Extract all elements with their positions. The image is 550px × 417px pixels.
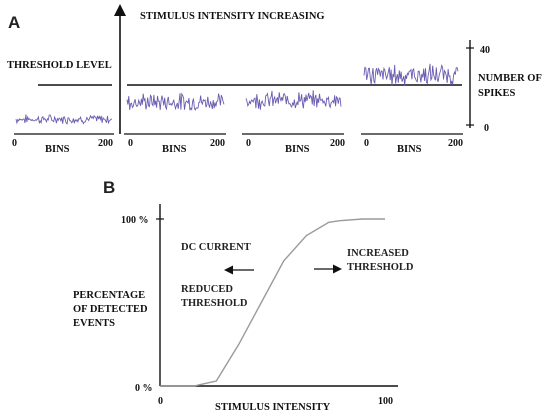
percentage-label-1: PERCENTAGE [73, 290, 145, 301]
bins-2-tick-0: 0 [128, 138, 133, 149]
spike-trace-2 [126, 92, 225, 111]
bins-3-tick-200: 200 [330, 138, 345, 149]
bins-3-label: BINS [285, 144, 310, 155]
percentage-label-2: OF DETECTED [73, 304, 148, 315]
stimulus-arrow-head [114, 4, 126, 16]
spike-trace-1 [15, 114, 113, 125]
bins-1-tick-200: 200 [98, 138, 113, 149]
spike-trace-4 [363, 63, 459, 86]
threshold-level-label: THRESHOLD LEVEL [7, 60, 112, 71]
left-arrow-icon [224, 265, 233, 275]
detection-x-tick-100: 100 [378, 396, 393, 407]
bins-2-tick-200: 200 [210, 138, 225, 149]
detection-tick-0: 0 % [135, 383, 153, 394]
number-of-spikes-label-2: SPIKES [478, 88, 516, 99]
reduced-threshold-label-2: THRESHOLD [181, 298, 248, 309]
bins-1-label: BINS [45, 144, 70, 155]
bins-4-tick-200: 200 [448, 138, 463, 149]
bins-1-tick-0: 0 [12, 138, 17, 149]
panel-a-letter: A [8, 13, 20, 32]
detection-x-tick-0: 0 [158, 396, 163, 407]
detection-curve [160, 218, 385, 387]
number-of-spikes-label-1: NUMBER OF [478, 73, 542, 84]
increased-threshold-label-1: INCREASED [347, 248, 409, 259]
stimulus-intensity-label: STIMULUS INTENSITY [215, 402, 331, 413]
stimulus-intensity-increasing-label: STIMULUS INTENSITY INCREASING [140, 11, 325, 22]
bins-3-tick-0: 0 [246, 138, 251, 149]
increased-threshold-label-2: THRESHOLD [347, 262, 414, 273]
detection-tick-100: 100 % [121, 215, 149, 226]
spikes-tick-40: 40 [480, 45, 490, 56]
dc-current-label: DC CURRENT [181, 242, 251, 253]
right-arrow-icon [333, 264, 342, 274]
panel-b-letter: B [103, 178, 115, 197]
spikes-tick-0: 0 [484, 123, 489, 134]
reduced-threshold-label-1: REDUCED [181, 284, 233, 295]
bins-4-label: BINS [397, 144, 422, 155]
bins-2-label: BINS [162, 144, 187, 155]
percentage-label-3: EVENTS [73, 318, 115, 329]
bins-4-tick-0: 0 [364, 138, 369, 149]
spike-trace-3 [245, 90, 342, 110]
